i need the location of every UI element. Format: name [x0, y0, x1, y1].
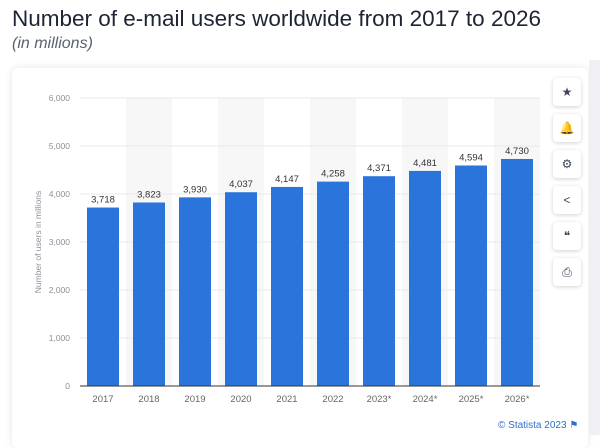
bar-chart: 0 1,000 2,000 3,000 4,000 5,000 6,000 Number of… [33, 93, 540, 405]
data-label: 4,037 [229, 179, 253, 190]
bar [501, 158, 533, 386]
bar [133, 202, 165, 386]
x-tick-label: 2026* [505, 394, 530, 405]
y-tick-label: 5,000 [49, 141, 71, 151]
share-button[interactable]: < [553, 186, 581, 214]
page-title: Number of e-mail users worldwide from 20… [12, 6, 541, 31]
x-tick-label: 2018 [138, 394, 159, 405]
flag-icon: ⚑ [569, 420, 579, 431]
bar [87, 207, 119, 386]
data-label: 4,258 [321, 169, 345, 180]
data-label: 4,481 [413, 158, 437, 169]
bar [271, 186, 303, 386]
credit-text: © Statista 2023 [498, 420, 567, 431]
x-tick-label: 2025* [459, 394, 484, 405]
y-tick-label: 3,000 [49, 237, 71, 247]
quote-button[interactable]: ❝ [553, 222, 581, 250]
data-label: 4,594 [459, 152, 483, 163]
y-tick-label: 2,000 [49, 285, 71, 295]
x-tick-label: 2019 [184, 394, 205, 405]
print-button[interactable]: ⎙ [553, 258, 581, 286]
statista-credit[interactable]: © Statista 2023 ⚑ [498, 420, 578, 431]
gear-icon: ⚙ [561, 157, 573, 171]
data-label: 4,371 [367, 163, 391, 174]
star-icon: ★ [561, 85, 573, 99]
scrollbar[interactable] [589, 60, 600, 435]
bar [409, 170, 441, 386]
y-tick-label: 6,000 [49, 93, 71, 103]
x-tick-label: 2022 [322, 394, 343, 405]
data-label: 3,930 [183, 184, 207, 195]
y-tick-label: 1,000 [49, 333, 71, 343]
x-tick-label: 2017 [92, 394, 113, 405]
x-tick-label: 2020 [230, 394, 251, 405]
y-tick-label: 4,000 [49, 189, 71, 199]
data-label: 4,147 [275, 174, 299, 185]
y-axis-label: Number of users in millions [33, 191, 43, 294]
x-tick-label: 2021 [276, 394, 297, 405]
bar [363, 176, 395, 386]
star-button[interactable]: ★ [553, 78, 581, 106]
x-tick-label: 2023* [367, 394, 392, 405]
bar [455, 165, 487, 386]
data-label: 3,823 [137, 189, 161, 200]
quote-icon: ❝ [563, 229, 571, 243]
bell-icon: 🔔 [559, 121, 575, 135]
gear-button[interactable]: ⚙ [553, 150, 581, 178]
data-label: 4,730 [505, 146, 529, 157]
x-tick-label: 2024* [413, 394, 438, 405]
print-icon: ⎙ [562, 264, 572, 279]
page-subtitle: (in millions) [12, 35, 93, 52]
data-label: 3,718 [91, 195, 115, 206]
share-icon: < [563, 193, 571, 207]
bar [225, 192, 257, 386]
bar [179, 197, 211, 386]
y-tick-label: 0 [65, 381, 70, 391]
bar [317, 181, 349, 386]
bell-button[interactable]: 🔔 [553, 114, 581, 142]
chart-toolbar: ★ 🔔 ⚙ < ❝ ⎙ [553, 78, 581, 294]
